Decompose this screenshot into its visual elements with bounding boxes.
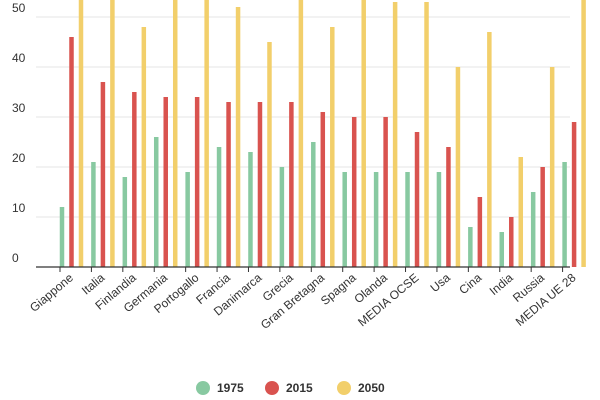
bar-2050 bbox=[487, 32, 492, 267]
y-tick-label: 10 bbox=[12, 201, 26, 215]
bar-2050 bbox=[549, 67, 555, 267]
bar-2050 bbox=[78, 0, 84, 267]
x-axis bbox=[36, 266, 570, 272]
bar-2015 bbox=[69, 37, 74, 267]
legend-swatch-2015 bbox=[265, 381, 279, 395]
x-category-label: Cina bbox=[456, 270, 484, 297]
x-category-label: Spagna bbox=[318, 270, 359, 308]
y-axis-tick-labels: 0102030405060 bbox=[12, 1, 26, 265]
bar-2015 bbox=[446, 147, 451, 267]
bar-2050 bbox=[267, 42, 272, 267]
bar-1975 bbox=[216, 147, 222, 267]
bar-2050 bbox=[424, 2, 429, 267]
bar-2015 bbox=[194, 97, 200, 267]
y-tick-label: 40 bbox=[12, 51, 26, 65]
legend-label-1975: 1975 bbox=[217, 381, 244, 395]
bar-1975 bbox=[279, 167, 285, 267]
bar-1975 bbox=[311, 142, 316, 267]
bar-2015 bbox=[571, 122, 577, 267]
bar-1975 bbox=[468, 227, 473, 267]
bar-2015 bbox=[383, 117, 388, 267]
bar-2015 bbox=[257, 102, 263, 267]
bar-2050 bbox=[172, 0, 178, 267]
x-category-label: Usa bbox=[428, 270, 454, 295]
bar-2015 bbox=[414, 132, 420, 267]
bar-1975 bbox=[405, 172, 410, 267]
bar-2050 bbox=[392, 2, 398, 267]
bar-1975 bbox=[153, 137, 159, 267]
y-tick-label: 0 bbox=[12, 251, 19, 265]
bar-1975 bbox=[342, 172, 347, 267]
bar-1975 bbox=[59, 207, 65, 267]
bar-1975 bbox=[91, 162, 96, 267]
bar-1975 bbox=[499, 232, 505, 267]
bar-2050 bbox=[581, 0, 586, 267]
x-axis-category-labels: Giappone ItaliaFinlandiaGermaniaPortogall… bbox=[27, 270, 579, 332]
bar-2050 bbox=[455, 67, 461, 267]
bar-2050 bbox=[110, 0, 115, 267]
bar-2015 bbox=[540, 167, 545, 267]
bar-2050 bbox=[204, 0, 209, 267]
bar-1975 bbox=[122, 177, 128, 267]
bar-1975 bbox=[530, 192, 536, 267]
bar-2015 bbox=[226, 102, 231, 267]
bar-2050 bbox=[141, 27, 147, 267]
bar-2015 bbox=[163, 97, 168, 267]
bar-2050 bbox=[518, 157, 524, 267]
legend-label-2015: 2015 bbox=[286, 381, 313, 395]
bar-2015 bbox=[289, 102, 294, 267]
bar-2015 bbox=[351, 117, 357, 267]
bar-2015 bbox=[320, 112, 326, 267]
bar-1975 bbox=[185, 172, 190, 267]
legend-swatch-1975 bbox=[196, 381, 210, 395]
bar-2050 bbox=[235, 7, 241, 267]
bar-2050 bbox=[330, 27, 335, 267]
bars bbox=[59, 0, 586, 267]
bar-2015 bbox=[100, 82, 106, 267]
bar-2015 bbox=[509, 217, 514, 267]
legend: 1975 2015 2050 bbox=[196, 381, 385, 395]
y-tick-label: 20 bbox=[12, 151, 26, 165]
legend-swatch-2050 bbox=[337, 381, 351, 395]
y-tick-label: 50 bbox=[12, 1, 26, 15]
bar-1975 bbox=[248, 152, 253, 267]
bar-1975 bbox=[436, 172, 442, 267]
x-category-label: Giappone bbox=[27, 270, 76, 314]
bar-1975 bbox=[562, 162, 567, 267]
bar-2050 bbox=[298, 0, 304, 267]
legend-label-2050: 2050 bbox=[358, 381, 385, 395]
y-tick-label: 30 bbox=[12, 101, 26, 115]
bar-2015 bbox=[477, 197, 483, 267]
bar-2015 bbox=[132, 92, 137, 267]
bar-1975 bbox=[373, 172, 379, 267]
bar-2050 bbox=[361, 0, 366, 267]
